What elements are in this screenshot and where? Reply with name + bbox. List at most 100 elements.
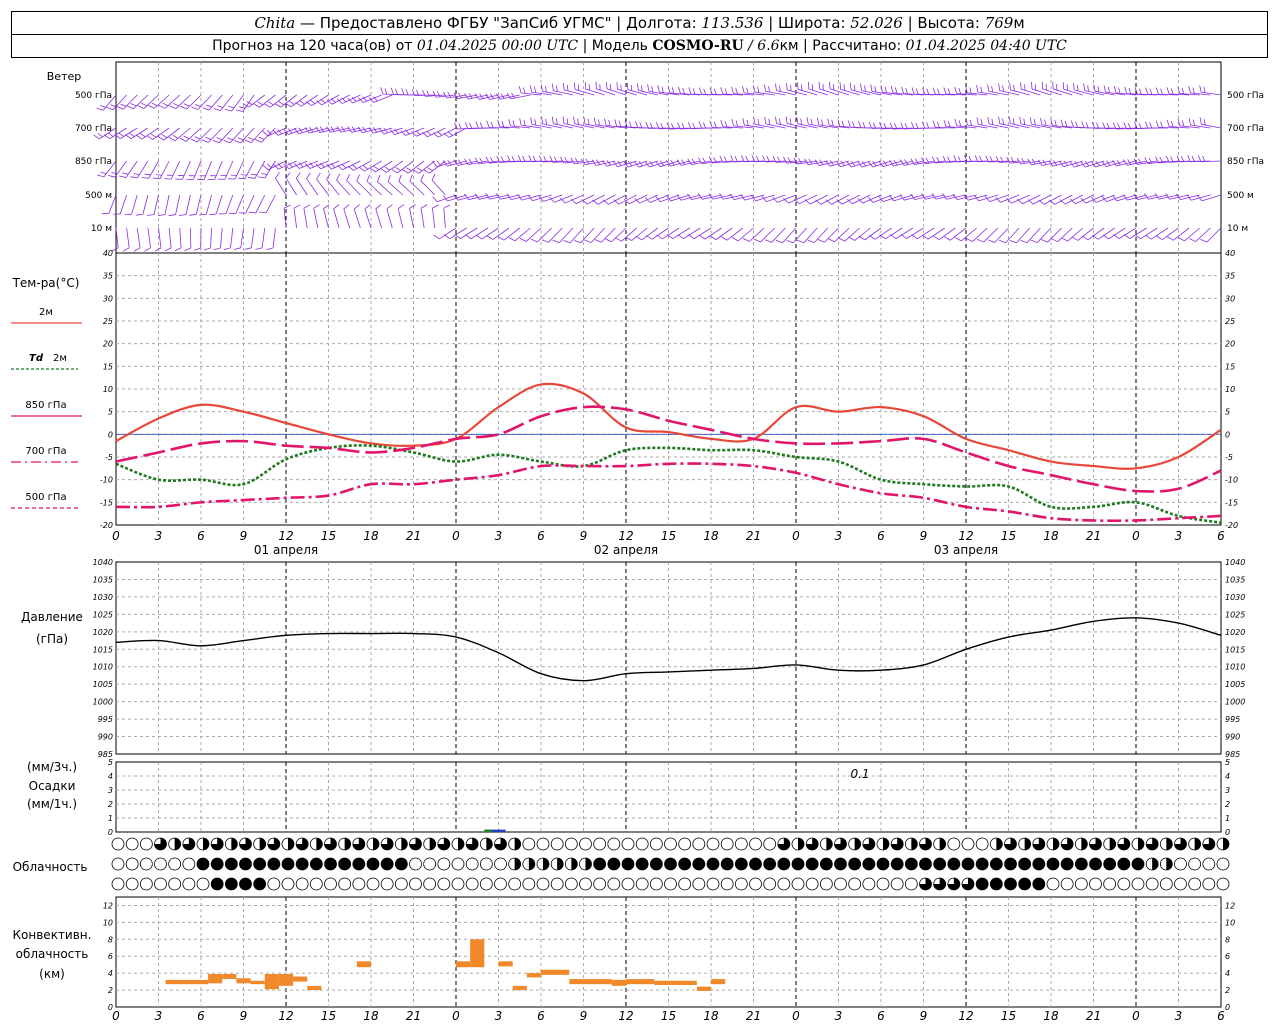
wind-barb-feather <box>768 118 771 125</box>
conv-title-2: облачность <box>16 947 89 961</box>
wind-barb-staff <box>669 92 690 96</box>
wind-barb-feather <box>593 117 597 125</box>
wind-barb-feather <box>1016 198 1023 205</box>
wind-barb-feather <box>248 137 254 141</box>
wind-barb-staff <box>892 92 913 96</box>
cloud-symbol-fill <box>1032 838 1045 850</box>
wind-barb-feather <box>880 85 883 93</box>
wind-barb-feather <box>688 87 692 95</box>
cloud-symbol <box>1046 857 1060 871</box>
precip-ytick-left: 0 <box>108 828 113 837</box>
wind-barb-feather <box>227 137 233 141</box>
wind-barb-staff <box>443 208 446 229</box>
wind-barb-staff <box>1064 194 1084 205</box>
wind-barb-staff <box>278 160 297 170</box>
cloud-symbol <box>479 857 493 871</box>
wind-barb-feather <box>262 164 269 171</box>
wind-barb-feather <box>884 86 887 93</box>
wind-barb-feather <box>651 86 654 93</box>
wind-barb-feather <box>283 128 289 135</box>
cloud-symbol <box>409 857 422 871</box>
wind-barb-staff <box>521 124 542 129</box>
wind-barb-feather <box>1006 156 1011 164</box>
cloud-symbol <box>1174 857 1187 871</box>
wind-barb-feather <box>154 247 162 252</box>
wind-barb-staff <box>1087 227 1105 241</box>
wind-level-label-left: 500 гПа <box>75 91 112 101</box>
wind-barb-staff <box>1026 227 1041 244</box>
pressure-ytick-left: 995 <box>98 715 113 724</box>
wind-barb-feather <box>797 82 799 90</box>
wind-barb-feather <box>464 122 469 129</box>
temp-ytick-right: -15 <box>1225 498 1238 507</box>
wind-barb-feather <box>635 121 639 128</box>
wind-barb-feather <box>469 122 473 129</box>
wind-barb-feather <box>351 96 357 102</box>
wind-barb-staff <box>343 208 351 229</box>
wind-barb-staff <box>242 94 255 112</box>
wind-barb-feather <box>423 169 430 174</box>
wind-barb-staff <box>230 227 234 248</box>
wind-barb-feather <box>485 193 490 200</box>
wind-barb-feather <box>757 86 760 93</box>
wind-barb-staff <box>1084 90 1105 96</box>
wind-barb-staff <box>608 194 627 205</box>
pressure-ytick-left: 1040 <box>93 558 113 567</box>
cloud-symbol <box>1089 857 1102 871</box>
wind-barb-feather <box>534 119 537 126</box>
wind-barb-staff <box>290 94 308 108</box>
wind-barb-feather <box>511 92 516 99</box>
wind-barb-feather <box>1177 86 1181 94</box>
temp-ytick-right: 30 <box>1225 294 1235 303</box>
wind-barb-feather <box>333 204 340 210</box>
wind-barb-staff <box>203 160 212 180</box>
wind-barb-feather <box>1197 155 1202 162</box>
wind-barb-feather <box>1080 197 1087 204</box>
wind-barb-feather <box>655 196 661 202</box>
cloud-symbol <box>253 857 267 871</box>
wind-barb-feather <box>1083 83 1086 91</box>
wind-barb-staff <box>195 194 202 215</box>
wind-barb-feather <box>155 174 162 176</box>
cloud-symbol <box>125 837 139 851</box>
wind-barb-feather <box>687 193 692 200</box>
wind-barb-staff <box>574 123 595 129</box>
conv-ytick-left: 10 <box>103 918 113 927</box>
date-label: 02 апреля <box>594 543 658 557</box>
wind-barb-feather <box>1128 87 1132 94</box>
wind-barb-feather <box>1116 159 1121 166</box>
conv-xtick-label: 3 <box>835 1009 843 1023</box>
wind-barb-feather <box>867 197 874 203</box>
wind-barb-feather <box>786 82 788 90</box>
wind-barb-feather <box>757 119 760 126</box>
cloud-symbol <box>366 857 380 871</box>
wind-barb-feather <box>266 247 274 251</box>
cloud-symbol-fill <box>466 838 479 850</box>
temp-ytick-left: -20 <box>100 521 113 530</box>
pressure-ytick-left: 990 <box>98 733 113 742</box>
wind-barb-feather <box>1048 160 1054 167</box>
wind-barb-staff <box>1084 160 1105 168</box>
cloud-symbol <box>1089 877 1102 891</box>
cloud-symbol <box>168 857 182 871</box>
cloud-symbol-fill <box>1061 838 1074 850</box>
wind-barb-feather <box>1107 86 1110 93</box>
wind-barb-feather <box>1016 157 1021 165</box>
wind-barb-feather <box>468 158 473 165</box>
wind-barb-staff <box>935 127 956 129</box>
wind-barb-feather <box>315 126 320 133</box>
wind-barb-feather <box>790 84 792 91</box>
wind-barb-feather <box>800 118 803 125</box>
wind-barb-feather <box>752 85 756 93</box>
wind-barb-feather <box>634 161 640 168</box>
wind-barb-feather <box>394 128 399 134</box>
wind-barb-staff <box>1126 93 1147 96</box>
wind-barb-feather <box>882 160 888 166</box>
cloud-symbol <box>196 857 210 871</box>
wind-barb-feather <box>555 85 558 92</box>
wind-barb-staff <box>1173 227 1190 241</box>
wind-barb-feather <box>602 199 609 205</box>
wind-barb-feather <box>1087 85 1089 92</box>
wind-barb-feather <box>766 156 770 162</box>
wind-barb-feather <box>681 123 685 129</box>
